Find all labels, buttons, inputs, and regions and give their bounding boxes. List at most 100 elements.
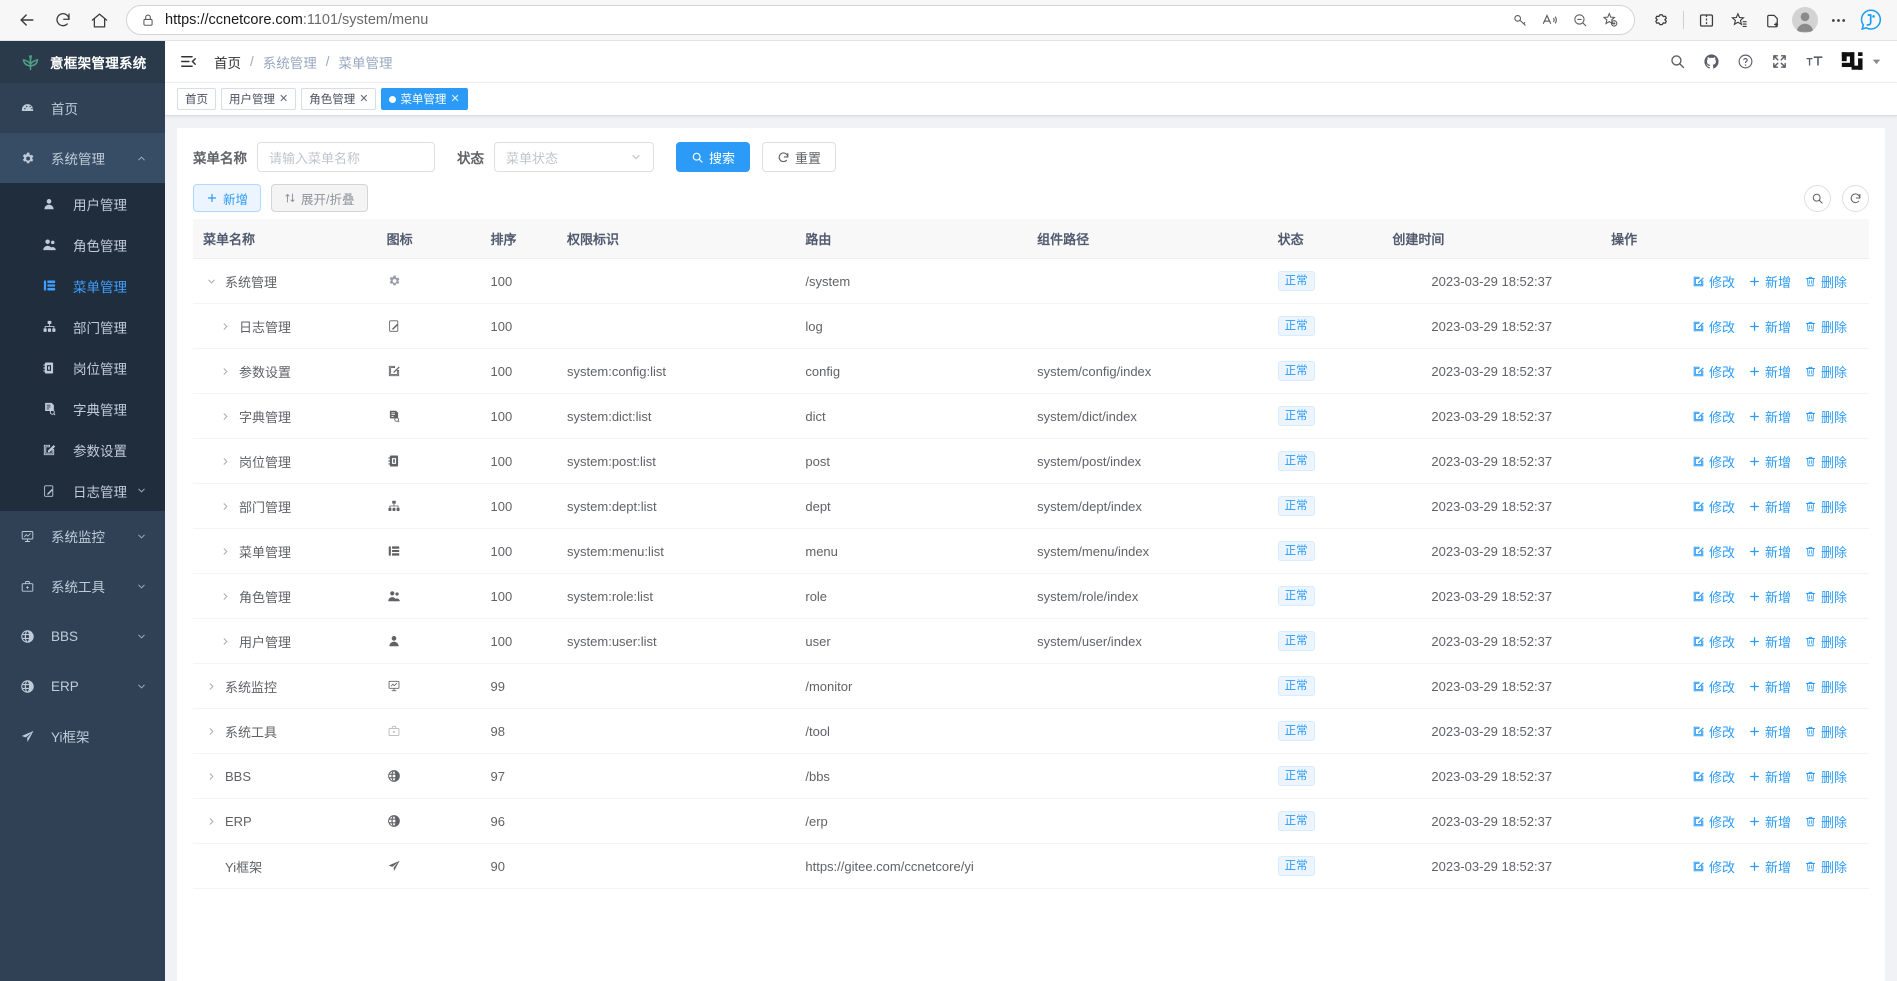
table-row[interactable]: 系统工具 98/tool 正常 2023-03-29 18:52:37 修改 新增 删除 [193, 708, 1869, 754]
sidebar-item-bbs[interactable]: BBS [0, 611, 165, 661]
tree-toggle-collapsed-icon[interactable] [217, 546, 233, 557]
close-icon[interactable]: ✕ [450, 92, 460, 105]
table-row[interactable]: 系统监控 99/monitor 正常 2023-03-29 18:52:37 修改 新增 删… [193, 663, 1869, 709]
status-select[interactable]: 菜单状态 [494, 142, 654, 172]
add-button[interactable]: 新增 [193, 184, 262, 212]
add-child-row-button[interactable]: 新增 [1748, 452, 1791, 471]
sidebar-item-post[interactable]: 岗位管理 [0, 347, 165, 388]
refresh-table-button[interactable] [1842, 184, 1869, 212]
edit-row-button[interactable]: 修改 [1692, 497, 1735, 516]
add-child-row-button[interactable]: 新增 [1748, 497, 1791, 516]
tree-toggle-collapsed-icon[interactable] [203, 816, 219, 827]
edit-row-button[interactable]: 修改 [1692, 272, 1735, 291]
reset-button[interactable]: 重置 [762, 142, 837, 172]
hamburger-icon[interactable] [179, 52, 198, 71]
sidebar-item-dept[interactable]: 部门管理 [0, 306, 165, 347]
github-icon[interactable] [1703, 53, 1720, 70]
delete-row-button[interactable]: 删除 [1804, 362, 1847, 381]
tree-toggle-collapsed-icon[interactable] [217, 636, 233, 647]
tab-user-manage[interactable]: 用户管理 ✕ [221, 88, 297, 110]
edit-row-button[interactable]: 修改 [1692, 812, 1735, 831]
help-icon[interactable] [1737, 53, 1754, 70]
delete-row-button[interactable]: 删除 [1804, 857, 1847, 876]
delete-row-button[interactable]: 删除 [1804, 452, 1847, 471]
add-child-row-button[interactable]: 新增 [1748, 857, 1791, 876]
extensions-icon[interactable] [1645, 4, 1677, 36]
edit-row-button[interactable]: 修改 [1692, 587, 1735, 606]
user-avatar-menu[interactable] [1841, 51, 1881, 73]
reload-icon[interactable] [46, 3, 80, 37]
delete-row-button[interactable]: 删除 [1804, 632, 1847, 651]
breadcrumb-item-2[interactable]: 菜单管理 [338, 55, 393, 71]
fullscreen-icon[interactable] [1771, 53, 1788, 70]
table-row[interactable]: 菜单管理 100 system:menu:list menu system/menu/i… [193, 528, 1869, 574]
edit-row-button[interactable]: 修改 [1692, 722, 1735, 741]
breadcrumb-item-1[interactable]: 系统管理 [262, 55, 317, 71]
sidebar-item-erp[interactable]: ERP [0, 661, 165, 711]
add-child-row-button[interactable]: 新增 [1748, 272, 1791, 291]
edit-row-button[interactable]: 修改 [1692, 677, 1735, 696]
sidebar-item-tool[interactable]: 系统工具 [0, 561, 165, 611]
add-child-row-button[interactable]: 新增 [1748, 722, 1791, 741]
add-child-row-button[interactable]: 新增 [1748, 362, 1791, 381]
tree-toggle-collapsed-icon[interactable] [217, 411, 233, 422]
tab-menu-manage[interactable]: 菜单管理 ✕ [381, 88, 468, 110]
expand-collapse-button[interactable]: 展开/折叠 [271, 184, 368, 212]
sidebar-item-monitor[interactable]: 系统监控 [0, 511, 165, 561]
add-child-row-button[interactable]: 新增 [1748, 317, 1791, 336]
delete-row-button[interactable]: 删除 [1804, 812, 1847, 831]
add-favorite-icon[interactable] [1596, 6, 1624, 34]
collections-icon[interactable] [1756, 4, 1788, 36]
favorites-icon[interactable] [1723, 4, 1755, 36]
delete-row-button[interactable]: 删除 [1804, 722, 1847, 741]
sidebar-item-user[interactable]: 用户管理 [0, 183, 165, 224]
split-screen-icon[interactable] [1690, 4, 1722, 36]
table-row[interactable]: 日志管理 100 log 正常 2023-03-29 18:52:37 修改 新增 删除 [193, 303, 1869, 349]
read-aloud-icon[interactable] [1536, 6, 1564, 34]
edit-row-button[interactable]: 修改 [1692, 857, 1735, 876]
add-child-row-button[interactable]: 新增 [1748, 542, 1791, 561]
sidebar-item-menu[interactable]: 菜单管理 [0, 265, 165, 306]
tree-toggle-expanded-icon[interactable] [203, 276, 219, 287]
close-icon[interactable]: ✕ [359, 92, 369, 105]
sidebar-logo[interactable]: 意框架管理系统 [0, 41, 165, 83]
tree-toggle-collapsed-icon[interactable] [217, 591, 233, 602]
table-row[interactable]: 系统管理 100/system 正常 2023-03-29 18:52:37 修改 新增 删… [193, 258, 1869, 304]
home-icon[interactable] [82, 3, 116, 37]
add-child-row-button[interactable]: 新增 [1748, 587, 1791, 606]
edit-row-button[interactable]: 修改 [1692, 542, 1735, 561]
delete-row-button[interactable]: 删除 [1804, 317, 1847, 336]
search-button[interactable]: 搜索 [676, 142, 751, 172]
font-size-icon[interactable] [1805, 52, 1824, 71]
delete-row-button[interactable]: 删除 [1804, 542, 1847, 561]
sidebar-item-home[interactable]: 首页 [0, 83, 165, 133]
delete-row-button[interactable]: 删除 [1804, 587, 1847, 606]
add-child-row-button[interactable]: 新增 [1748, 407, 1791, 426]
add-child-row-button[interactable]: 新增 [1748, 767, 1791, 786]
tree-toggle-collapsed-icon[interactable] [217, 501, 233, 512]
table-row[interactable]: 岗位管理 100 system:post:list post system/post/i… [193, 438, 1869, 484]
add-child-row-button[interactable]: 新增 [1748, 632, 1791, 651]
edit-row-button[interactable]: 修改 [1692, 317, 1735, 336]
edit-row-button[interactable]: 修改 [1692, 452, 1735, 471]
tree-toggle-collapsed-icon[interactable] [217, 321, 233, 332]
tree-toggle-collapsed-icon[interactable] [217, 366, 233, 377]
edit-row-button[interactable]: 修改 [1692, 632, 1735, 651]
delete-row-button[interactable]: 删除 [1804, 497, 1847, 516]
delete-row-button[interactable]: 删除 [1804, 767, 1847, 786]
table-row[interactable]: 角色管理 100 system:role:list role system/role/i… [193, 573, 1869, 619]
back-arrow-icon[interactable] [10, 3, 44, 37]
sidebar-item-dict[interactable]: 字典管理 [0, 388, 165, 429]
tab-home[interactable]: 首页 [177, 88, 216, 110]
key-icon[interactable] [1506, 6, 1534, 34]
table-row[interactable]: 参数设置 100 system:config:list config system/co… [193, 348, 1869, 394]
tab-role-manage[interactable]: 角色管理 ✕ [301, 88, 377, 110]
add-child-row-button[interactable]: 新增 [1748, 812, 1791, 831]
table-row[interactable]: Yi框架 90 https://gitee.com/ccnetcore/yi 正常 20… [193, 843, 1869, 889]
address-bar[interactable]: https://ccnetcore.com:1101/system/menu [126, 5, 1635, 35]
profile-icon[interactable] [1789, 4, 1821, 36]
menu-name-input[interactable]: 请输入菜单名称 [257, 142, 435, 172]
copilot-icon[interactable] [1855, 4, 1887, 36]
sidebar-item-yi[interactable]: Yi框架 [0, 711, 165, 761]
edit-row-button[interactable]: 修改 [1692, 407, 1735, 426]
